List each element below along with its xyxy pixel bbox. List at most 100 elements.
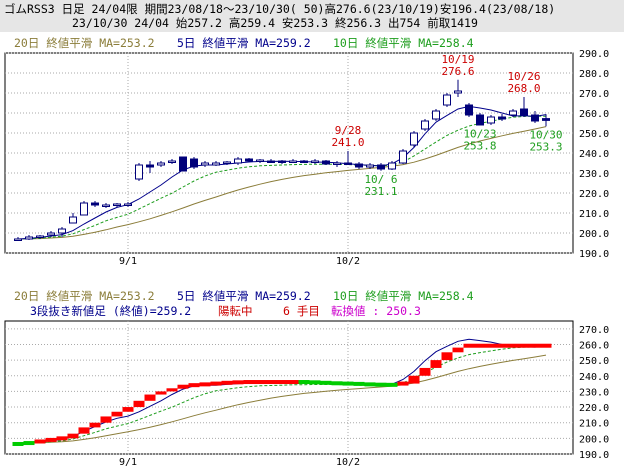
breakout-segment — [12, 441, 24, 446]
breakout-segment — [507, 343, 519, 348]
candle-down — [91, 202, 99, 206]
breakout-segment — [177, 384, 189, 389]
breakout-segment — [375, 382, 387, 387]
candle-up — [366, 164, 374, 168]
price-plot-axes: 290.0 280.0 270.0 260.0 250.0 240.0 230.0 220.0… — [119, 49, 609, 267]
y-tick-label: 270.0 — [579, 89, 609, 100]
breakout-segment — [386, 382, 398, 387]
breakout-segment — [309, 380, 321, 385]
breakout-segment — [463, 343, 475, 348]
candle-up — [14, 238, 22, 241]
candle-up — [102, 204, 110, 207]
candle-down — [300, 160, 308, 163]
breakout-block — [111, 411, 123, 417]
breakout-segment — [342, 381, 354, 386]
y-tick-label: 200.0 — [579, 434, 609, 445]
breakout-segment — [34, 439, 46, 444]
ma20-line — [17, 126, 547, 240]
breakout-segment — [353, 381, 365, 386]
y-tick-label: 260.0 — [579, 109, 609, 120]
price-plot-candles — [14, 79, 550, 241]
breakout-block — [452, 347, 464, 353]
breakout-plot-axes: 270.0 260.0 250.0 240.0 230.0 220.0 210.0 200.0… — [119, 325, 609, 468]
breakout-plot-blocks — [12, 343, 552, 446]
y-tick-label: 190.0 — [579, 249, 609, 260]
y-tick-label: 210.0 — [579, 419, 609, 430]
annotation-date: 10/23 — [463, 127, 496, 140]
breakout-segment — [199, 382, 211, 387]
breakout-block — [89, 422, 101, 428]
candle-up — [36, 235, 44, 238]
breakout-segment — [397, 381, 409, 386]
candle-up — [454, 90, 462, 94]
annotation-value: 253.3 — [529, 140, 562, 153]
candle-down — [520, 108, 528, 116]
candle-up — [157, 162, 165, 166]
y-tick-label: 250.0 — [579, 129, 609, 140]
y-tick-label: 220.0 — [579, 403, 609, 414]
annotation-date: 10/19 — [441, 53, 474, 66]
breakout-segment — [529, 343, 541, 348]
breakout-segment — [243, 380, 255, 385]
candle-up — [234, 158, 242, 164]
y-tick-label: 270.0 — [579, 325, 609, 336]
candle-up — [168, 160, 176, 163]
annotation-value: 276.6 — [441, 65, 474, 78]
y-tick-label: 220.0 — [579, 189, 609, 200]
candle-up — [333, 162, 341, 165]
breakout-segment — [496, 343, 508, 348]
candle-up — [421, 120, 429, 130]
y-tick-label: 250.0 — [579, 356, 609, 367]
breakout-segment — [364, 382, 376, 387]
candle-up — [311, 160, 319, 163]
breakout-block — [408, 375, 420, 384]
candle-up — [58, 228, 66, 234]
y-tick-label: 240.0 — [579, 149, 609, 160]
breakout-plot-grid — [5, 321, 573, 455]
legend-top-ma10: 10日 終値平滑 MA=258.4 — [333, 36, 474, 50]
candle-up — [487, 116, 495, 124]
breakout-block — [144, 394, 156, 401]
y-tick-label: 210.0 — [579, 209, 609, 220]
candle-down — [465, 104, 473, 116]
breakout-segment — [221, 380, 233, 385]
breakout-segment — [23, 441, 35, 446]
breakout-segment — [265, 380, 277, 385]
breakout-block — [441, 352, 453, 361]
price-plot-frame — [4, 52, 574, 254]
breakout-info-label: 3段抜き新値足 (終値)=259.2 — [30, 304, 191, 318]
x-tick-label: 10/2 — [336, 457, 360, 468]
legend-top-ma20: 20日 終値平滑 MA=253.2 — [14, 36, 155, 50]
breakout-block — [419, 367, 431, 376]
header-line2: 23/10/30 24/04 始257.2 高259.4 安253.3 終256… — [72, 16, 478, 30]
annotation-value: 231.1 — [364, 185, 397, 198]
candle-down — [542, 118, 550, 121]
candle-up — [69, 216, 77, 224]
legend-bottom-ma20: 20日 終値平滑 MA=253.2 — [14, 289, 155, 303]
breakout-segment — [485, 343, 497, 348]
breakout-block — [430, 360, 442, 368]
candle-up — [124, 203, 132, 206]
breakout-segment — [254, 380, 266, 385]
y-tick-label: 230.0 — [579, 169, 609, 180]
candle-up — [410, 132, 418, 146]
ma10-line — [17, 346, 546, 444]
breakout-segment — [287, 380, 299, 385]
candle-down — [322, 160, 330, 165]
y-tick-label: 280.0 — [579, 69, 609, 80]
candle-up — [80, 202, 88, 216]
y-tick-label: 190.0 — [579, 450, 609, 461]
header-line1: ゴムRSS3 日足 24/04限 期間23/08/18〜23/10/30( 50… — [4, 2, 555, 16]
header-background — [0, 0, 624, 32]
candle-up — [223, 161, 231, 164]
ma10-line — [17, 115, 546, 240]
candle-down — [498, 116, 506, 120]
breakout-block — [67, 433, 79, 439]
breakout-segment — [331, 381, 343, 386]
candle-down — [245, 158, 253, 162]
legend-bottom-ma10: 10日 終値平滑 MA=258.4 — [333, 289, 474, 303]
breakout-segment — [45, 437, 57, 442]
breakout-info-state: 陽転中 — [218, 304, 253, 318]
